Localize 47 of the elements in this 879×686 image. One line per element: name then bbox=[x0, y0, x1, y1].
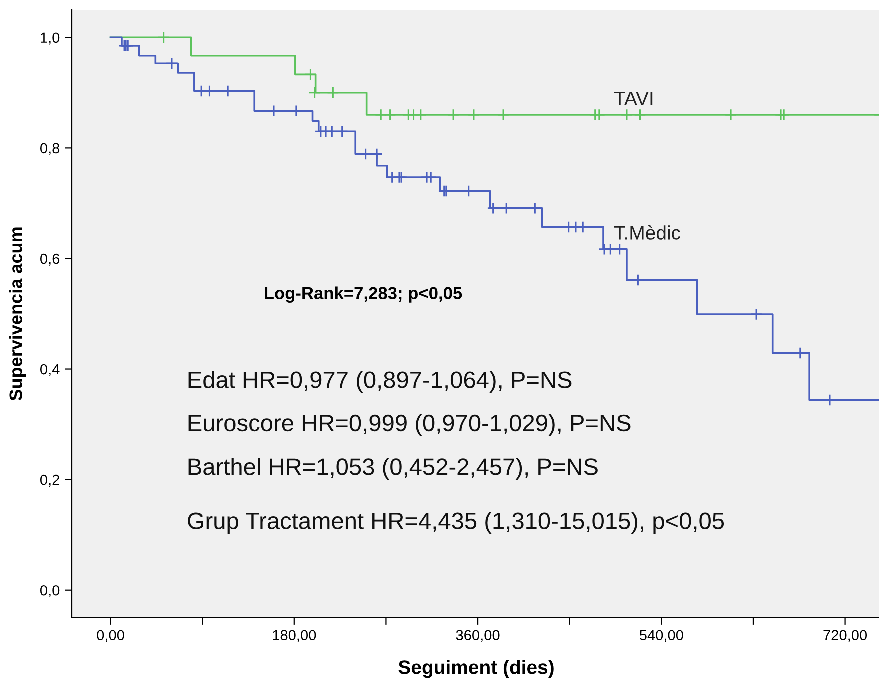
point bbox=[497, 108, 510, 122]
point bbox=[414, 108, 428, 122]
annotation: Grup Tractament HR=4,435 (1,310-15,015), p<0,05 bbox=[188, 512, 724, 534]
point bbox=[374, 108, 388, 122]
point bbox=[268, 105, 280, 118]
point bbox=[500, 202, 513, 215]
point bbox=[529, 202, 542, 215]
y-tick-label: 0,6 bbox=[40, 254, 60, 266]
annotation: Euroscore HR=0,999 (0,970-1,029), P=NS bbox=[188, 414, 631, 436]
series-label: T.Mèdic bbox=[614, 225, 680, 240]
point bbox=[308, 86, 321, 100]
point bbox=[750, 308, 763, 321]
point bbox=[468, 108, 480, 122]
point bbox=[327, 86, 340, 100]
x-tick-label: 360,00 bbox=[456, 630, 500, 642]
point bbox=[724, 108, 738, 122]
x-tick-label: 180,00 bbox=[273, 630, 316, 642]
y-tick-label: 0,0 bbox=[40, 585, 60, 598]
y-axis-title: Supervivencia acum bbox=[9, 228, 26, 401]
x-axis-title: Seguiment (dies) bbox=[398, 660, 554, 678]
point bbox=[634, 108, 646, 122]
y-tick-label: 0,2 bbox=[40, 474, 60, 487]
point bbox=[778, 108, 790, 122]
point bbox=[336, 125, 348, 138]
y-tick-label: 0,8 bbox=[40, 143, 60, 156]
point bbox=[620, 108, 634, 122]
point bbox=[166, 57, 178, 70]
annotation: Barthel HR=1,053 (0,452-2,457), P=NS bbox=[188, 458, 598, 480]
point bbox=[326, 125, 338, 138]
point bbox=[593, 108, 606, 122]
y-tick-label: 0,4 bbox=[40, 364, 60, 376]
point bbox=[447, 108, 460, 122]
series-label: TAVI bbox=[614, 92, 653, 106]
annotation: Edat HR=0,977 (0,897-1,064), P=NS bbox=[188, 371, 572, 394]
x-tick-label: 720,00 bbox=[824, 630, 868, 642]
annotation: Log-Rank=7,283; p<0,05 bbox=[265, 286, 462, 304]
point bbox=[158, 31, 170, 44]
point bbox=[614, 243, 626, 256]
point bbox=[604, 243, 617, 256]
point bbox=[384, 108, 396, 122]
point bbox=[304, 68, 317, 81]
point bbox=[290, 105, 303, 118]
y-tick-label: 1,0 bbox=[41, 32, 60, 45]
point bbox=[487, 202, 500, 215]
x-tick-label: 0,00 bbox=[97, 630, 124, 642]
point bbox=[424, 171, 438, 184]
x-tick-label: 540,00 bbox=[640, 630, 684, 642]
